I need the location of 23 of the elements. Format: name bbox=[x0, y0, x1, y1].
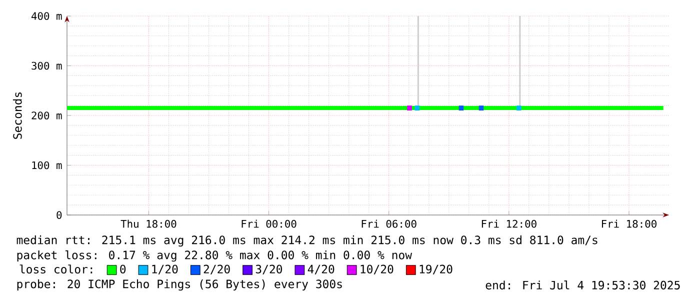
y-tick-label: 200 m bbox=[32, 112, 62, 120]
y-tick-label: 0 bbox=[56, 211, 62, 219]
legend-label: 3/20 bbox=[256, 264, 282, 274]
y-tick-label: 100 m bbox=[32, 161, 62, 170]
text: packet loss: 0.17 % avg 22.80 % max 0.00 % min 0.00 % now bbox=[17, 250, 412, 262]
text: probe: 20 ICMP Echo Pings (56 Bytes) every 300s bbox=[17, 279, 342, 291]
x-tick-label: Fri 06:00 bbox=[362, 220, 416, 228]
x-tick-label: Thu 18:00 bbox=[120, 220, 176, 228]
y-tick-label: 400 m bbox=[32, 12, 62, 20]
legend-label: 4/20 bbox=[308, 264, 334, 274]
legend-title: loss color: bbox=[20, 264, 92, 274]
x-tick-label: Fri 12:00 bbox=[482, 220, 536, 228]
y-tick-label: 300 m bbox=[32, 62, 62, 70]
legend-label: 19/20 bbox=[420, 264, 452, 274]
legend-label: 10/20 bbox=[360, 264, 394, 274]
text: end: Fri Jul 4 19:53:30 2025 bbox=[486, 280, 680, 290]
y-axis-title: Seconds bbox=[12, 92, 22, 139]
text: median rtt: 215.1 ms avg 216.0 ms max 214.2 ms min 215.0 ms now 0.3 ms sd 811.0 am/s bbox=[16, 235, 598, 247]
legend-label: 0 bbox=[120, 264, 126, 274]
x-tick-label: Fri 18:00 bbox=[602, 220, 656, 228]
x-tick-label: Fri 00:00 bbox=[242, 220, 296, 228]
legend-label: 2/20 bbox=[204, 264, 230, 274]
legend-label: 1/20 bbox=[152, 264, 178, 274]
